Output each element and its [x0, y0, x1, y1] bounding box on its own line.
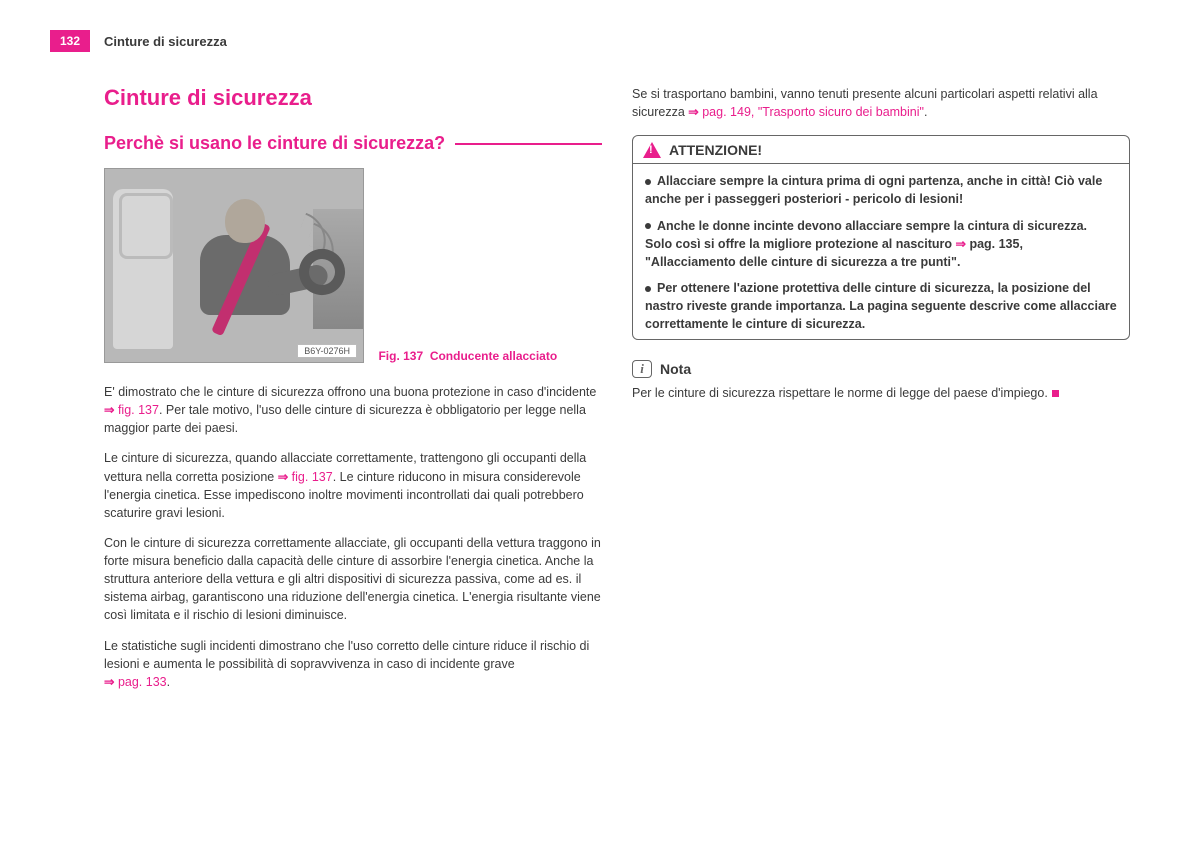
p4-a: Le statistiche sugli incidenti dimostran…: [104, 639, 589, 671]
bullet-icon: [645, 179, 651, 185]
note-body: Per le cinture di sicurezza rispettare l…: [632, 386, 1048, 400]
section-title: Cinture di sicurezza: [104, 85, 602, 111]
bullet-icon: [645, 286, 651, 292]
note-header: i Nota: [632, 360, 1130, 378]
right-column: Se si trasportano bambini, vanno tenuti …: [632, 85, 1130, 703]
figure-code: B6Y-0276H: [297, 344, 357, 358]
note-title: Nota: [660, 361, 691, 377]
content-area: Cinture di sicurezza Perchè si usano le …: [104, 85, 1140, 703]
end-marker-icon: [1052, 390, 1059, 397]
subsection-title: Perchè si usano le cinture di sicurezza?: [104, 133, 445, 154]
warning-box: ATTENZIONE! Allacciare sempre la cintura…: [632, 135, 1130, 340]
p1-a: E' dimostrato che le cinture di sicurezz…: [104, 385, 596, 399]
figure-illustration: B6Y-0276H: [104, 168, 364, 363]
arrow-icon: ⇒: [278, 470, 292, 484]
warning-triangle-icon: [643, 142, 661, 158]
warning-item-1: Allacciare sempre la cintura prima di og…: [645, 172, 1117, 208]
info-icon: i: [632, 360, 652, 378]
paragraph-3: Con le cinture di sicurezza correttament…: [104, 534, 602, 625]
page-number-tag: 132: [50, 30, 90, 52]
right-intro: Se si trasportano bambini, vanno tenuti …: [632, 85, 1130, 121]
w2-b: .: [957, 255, 960, 269]
note-text: Per le cinture di sicurezza rispettare l…: [632, 384, 1130, 402]
warning-item-2: Anche le donne incinte devono allacciare…: [645, 217, 1117, 271]
warning-item-3: Per ottenere l'azione protettiva delle c…: [645, 279, 1117, 333]
intro-b: .: [924, 105, 927, 119]
p4-b: .: [167, 675, 170, 689]
subtitle-rule: [455, 143, 602, 145]
arrow-icon: ⇒: [104, 675, 118, 689]
bullet-icon: [645, 223, 651, 229]
w1-text: Allacciare sempre la cintura prima di og…: [645, 174, 1102, 206]
paragraph-4: Le statistiche sugli incidenti dimostran…: [104, 637, 602, 691]
arrow-icon: ⇒: [688, 105, 702, 119]
warning-body: Allacciare sempre la cintura prima di og…: [633, 164, 1129, 339]
arrow-icon: ⇒: [104, 403, 118, 417]
warning-header: ATTENZIONE!: [633, 136, 1129, 164]
p2-ref: fig. 137: [292, 470, 333, 484]
intro-ref: pag. 149, "Trasporto sicuro dei bambini": [702, 105, 924, 119]
arrow-icon: ⇒: [955, 237, 969, 251]
p1-ref: fig. 137: [118, 403, 159, 417]
figure-caption: Fig. 137 Conducente allacciato: [378, 349, 557, 363]
w3-text: Per ottenere l'azione protettiva delle c…: [645, 281, 1117, 331]
p4-ref: pag. 133: [118, 675, 167, 689]
paragraph-2: Le cinture di sicurezza, quando allaccia…: [104, 449, 602, 522]
paragraph-1: E' dimostrato che le cinture di sicurezz…: [104, 383, 602, 437]
warning-title: ATTENZIONE!: [669, 142, 762, 158]
subtitle-row: Perchè si usano le cinture di sicurezza?: [104, 133, 602, 154]
figure-caption-prefix: Fig. 137: [378, 349, 423, 363]
figure-block: B6Y-0276H Fig. 137 Conducente allacciato: [104, 168, 602, 363]
figure-caption-text: Conducente allacciato: [430, 349, 557, 363]
left-column: Cinture di sicurezza Perchè si usano le …: [104, 85, 602, 703]
running-header: Cinture di sicurezza: [104, 34, 227, 49]
p1-b: . Per tale motivo, l'uso delle cinture d…: [104, 403, 586, 435]
